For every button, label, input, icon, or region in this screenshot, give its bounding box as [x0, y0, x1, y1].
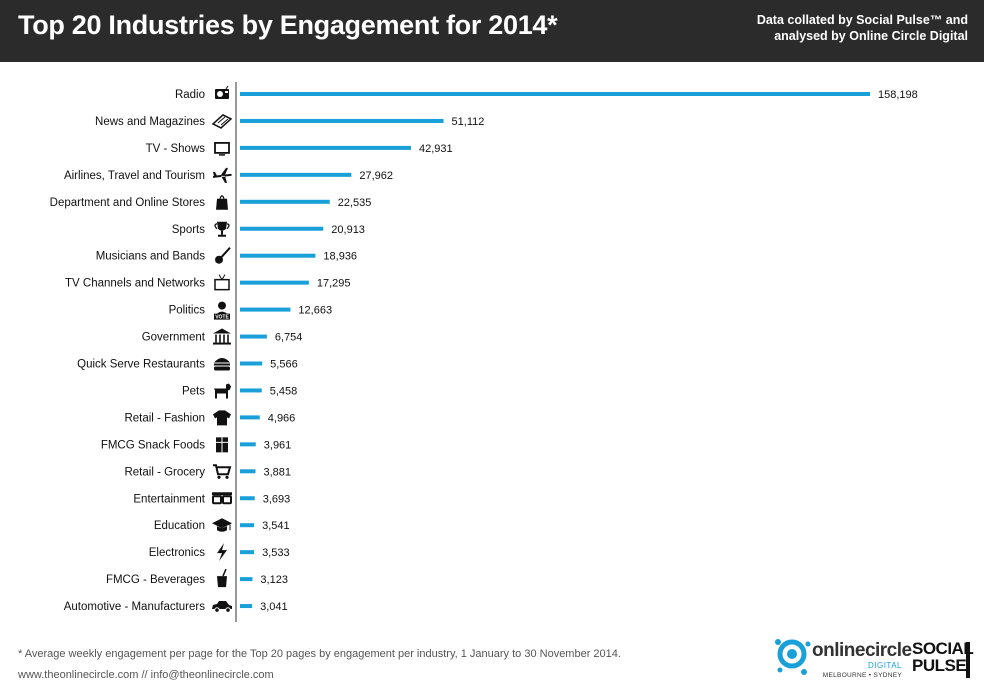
government-building-icon: [213, 328, 231, 345]
value-label: 17,295: [317, 278, 351, 290]
value-label: 4,966: [268, 412, 296, 424]
bar: [240, 307, 291, 312]
shopping-cart-icon: [213, 464, 232, 479]
tv-antenna-icon: [214, 274, 230, 291]
snack-box-icon: [216, 437, 228, 453]
burger-icon: [214, 358, 230, 371]
guitar-icon: [215, 247, 231, 264]
car-icon: [212, 601, 232, 613]
bar: [240, 442, 256, 447]
category-label: Entertainment: [133, 493, 205, 505]
online-circle-mark-icon: [775, 639, 811, 675]
value-label: 12,663: [298, 305, 332, 317]
value-label: 3,693: [263, 493, 291, 505]
source-line-2: analysed by Online Circle Digital: [774, 29, 968, 43]
online-circle-wordmark: onlinecircle: [812, 640, 912, 661]
value-label: 51,112: [452, 116, 485, 128]
value-label: 3,041: [260, 601, 288, 613]
bar: [240, 550, 255, 555]
category-label: Automotive - Manufacturers: [64, 601, 206, 613]
value-label: 3,961: [264, 439, 292, 451]
category-label: Pets: [182, 385, 205, 397]
value-label: 158,198: [878, 89, 918, 101]
source-credit: Data collated by Social Pulse™ and analy…: [757, 12, 968, 44]
value-label: 6,754: [275, 332, 303, 344]
category-label: Sports: [172, 224, 205, 236]
bar: [240, 496, 255, 501]
lightning-icon: [217, 543, 227, 562]
category-label: Airlines, Travel and Tourism: [64, 170, 205, 182]
category-label: Retail - Grocery: [124, 466, 205, 478]
category-label: Radio: [175, 89, 205, 101]
online-circle-sub: DIGITAL: [867, 661, 902, 670]
source-line-1: Data collated by Social Pulse™ and: [756, 13, 968, 27]
3d-glasses-icon: [212, 492, 232, 505]
value-label: 5,566: [270, 359, 298, 371]
bar: [240, 388, 262, 393]
category-label: Government: [142, 332, 206, 344]
dog-icon: [213, 383, 231, 399]
bar: [240, 280, 309, 285]
bar: [240, 172, 352, 177]
chart-title: Top 20 Industries by Engagement for 2014…: [18, 10, 558, 40]
newspaper-icon: [211, 114, 233, 129]
value-label: 20,913: [331, 224, 365, 236]
category-label: Quick Serve Restaurants: [77, 359, 205, 371]
bar: [240, 92, 870, 96]
value-label: 5,458: [270, 385, 298, 397]
value-label: 18,936: [323, 251, 357, 263]
tshirt-icon: [213, 410, 231, 426]
bar: [240, 469, 256, 474]
category-label: Education: [154, 520, 205, 532]
value-label: 42,931: [419, 143, 453, 155]
bar: [240, 604, 253, 609]
airplane-icon: [213, 167, 232, 183]
tv-icon: [214, 142, 230, 156]
category-label: Retail - Fashion: [124, 412, 205, 424]
category-label: Department and Online Stores: [50, 197, 206, 209]
social-pulse-logo: SOCIAL PULSE: [912, 640, 974, 690]
bar: [240, 523, 255, 528]
value-label: 3,541: [262, 520, 290, 532]
category-label: Musicians and Bands: [96, 251, 206, 263]
category-label: News and Magazines: [95, 116, 205, 128]
value-label: 22,535: [338, 197, 372, 209]
bar: [240, 226, 324, 231]
bar: [240, 415, 260, 420]
bar: [240, 577, 253, 582]
svg-text:VOTE: VOTE: [215, 315, 229, 321]
website-contact: www.theonlinecircle.com // info@theonlin…: [18, 669, 274, 681]
trophy-icon: [214, 221, 230, 237]
category-label: FMCG - Beverages: [106, 574, 205, 586]
category-label: Politics: [169, 305, 206, 317]
bar: [240, 361, 263, 366]
header-bar: Top 20 Industries by Engagement for 2014…: [0, 0, 984, 62]
bar-chart: Radio 158,198 News and Magazines 51,112 TV -…: [50, 82, 918, 622]
footnote: * Average weekly engagement per page for…: [18, 648, 621, 660]
online-circle-cities: MELBOURNE • SYDNEY: [822, 672, 902, 679]
value-label: 3,533: [262, 547, 290, 559]
value-label: 3,881: [263, 466, 291, 478]
value-label: 3,123: [260, 574, 288, 586]
bar: [240, 334, 267, 339]
bar: [240, 118, 444, 123]
drink-cup-icon: [217, 568, 227, 588]
vote-icon: VOTE: [214, 301, 230, 321]
bar: [240, 253, 316, 258]
value-label: 27,962: [359, 170, 393, 182]
social-pulse-line-1: SOCIAL: [912, 639, 974, 658]
bar: [240, 145, 411, 150]
category-label: FMCG Snack Foods: [101, 439, 205, 451]
shopping-bag-icon: [216, 195, 228, 210]
category-label: TV - Shows: [146, 143, 206, 155]
radio-icon: [215, 85, 229, 99]
category-label: Electronics: [149, 547, 205, 559]
bar: [240, 199, 330, 204]
social-pulse-line-2: PULSE: [912, 656, 967, 675]
online-circle-logo: onlinecircle DIGITAL MELBOURNE • SYDNEY: [772, 634, 912, 684]
social-pulse-bar: [966, 642, 970, 678]
category-label: TV Channels and Networks: [65, 278, 205, 290]
graduation-cap-icon: [212, 518, 232, 532]
